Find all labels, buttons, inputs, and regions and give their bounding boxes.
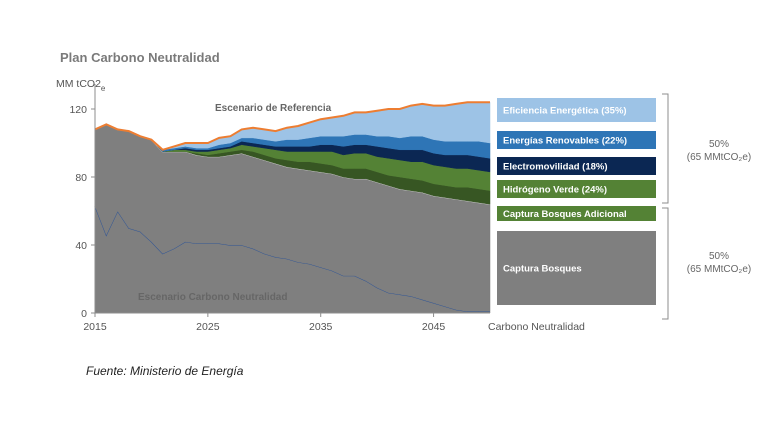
- bracket-amount-label: (65 MMtCO₂e): [687, 152, 751, 163]
- legend-box-captura-bosques-adicional: [497, 206, 656, 221]
- legend-box-eficiencia-energetica-35: [497, 98, 656, 122]
- bracket-amount-label: (65 MMtCO₂e): [687, 264, 751, 275]
- legend-box-label: Captura Bosques: [503, 264, 582, 275]
- bracket-percent-label: 50%: [709, 139, 729, 150]
- area-layers: [94, 101, 491, 314]
- bracket-line: [662, 207, 669, 320]
- legend-box-label: Energías Renovables (22%): [503, 136, 627, 147]
- legend-boxes: Eficiencia Energética (35%) Energías Reno…: [497, 93, 751, 320]
- legend-box-label: Electromovilidad (18%): [503, 162, 608, 173]
- x-end-label: Carbono Neutralidad: [488, 321, 585, 333]
- legend-box-hidrogeno-verde-24: [497, 180, 656, 198]
- legend-box-electromovilidad-18: [497, 157, 656, 175]
- x-tick-label: 2035: [309, 321, 333, 333]
- legend-box-label: Captura Bosques Adicional: [503, 209, 627, 220]
- x-tick-label: 2025: [196, 321, 220, 333]
- reference-scenario-label: Escenario de Referencia: [215, 103, 332, 114]
- y-axis-label: MM tCO2e: [56, 78, 106, 93]
- source-note: Fuente: Ministerio de Energía: [86, 364, 244, 378]
- x-tick-label: 2015: [83, 321, 107, 333]
- chart-labels: Escenario de Referencia Escenario Carbono…: [138, 103, 332, 303]
- reference-scenario-line: [94, 101, 490, 151]
- y-tick-label: 120: [69, 104, 87, 116]
- legend-box-label: Eficiencia Energética (35%): [503, 106, 627, 117]
- legend-box-captura-bosques: [497, 231, 656, 305]
- legend-box-energias-renovables-22: [497, 131, 656, 149]
- bracket-percent-label: 50%: [709, 251, 729, 262]
- axes: 0 40 80 120 2015 2025 2035 2045 Carbono Neutrali…: [56, 78, 585, 333]
- x-tick-label: 2045: [422, 321, 446, 333]
- y-tick-label: 80: [75, 172, 87, 184]
- bracket-line: [662, 93, 669, 204]
- y-tick-label: 40: [75, 240, 87, 252]
- carbon-neutrality-label: Escenario Carbono Neutralidad: [138, 292, 287, 303]
- chart-title: Plan Carbono Neutralidad: [60, 50, 220, 65]
- y-tick-label: 0: [81, 308, 87, 320]
- legend-box-label: Hidrógeno Verde (24%): [503, 185, 607, 196]
